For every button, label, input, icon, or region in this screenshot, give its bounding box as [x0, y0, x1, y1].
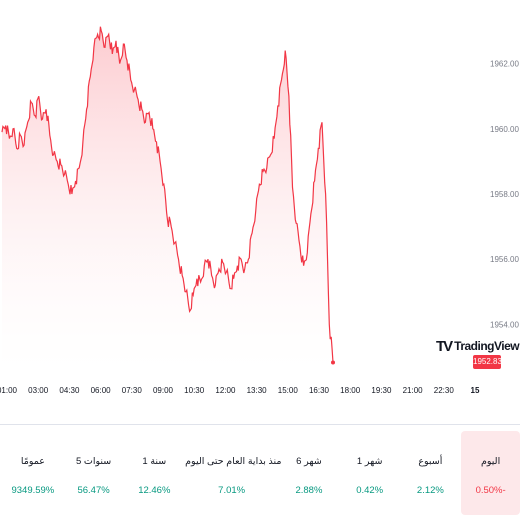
- performance-period-label: 5 سنوات: [75, 456, 112, 467]
- time-tick-label: 03:00: [28, 386, 49, 395]
- time-tick-label: 13:30: [247, 386, 268, 395]
- price-axis[interactable]: 1962.00 1960.00 1958.00 1956.00 1954.00: [490, 60, 519, 330]
- price-line: [1, 26, 334, 363]
- time-tick-label: 09:00: [153, 386, 174, 395]
- last-price-label: 1952.83: [473, 355, 502, 369]
- performance-cell[interactable]: 5 سنوات 56.47%: [64, 431, 124, 515]
- tradingview-logo[interactable]: TV TradingView: [436, 336, 520, 356]
- performance-change-value: 7.01%: [218, 485, 246, 496]
- performance-row: اليوم 0.50%- أسبوع 2.12% 1 شهر 0.42% 6 شهر 2.88…: [2, 431, 520, 515]
- logo-text: TradingView: [454, 339, 520, 353]
- time-tick-label: 15: [471, 386, 480, 395]
- performance-cell[interactable]: 6 شهر 2.88%: [279, 431, 339, 515]
- performance-cell[interactable]: 1 شهر 0.42%: [340, 431, 400, 515]
- performance-cell[interactable]: 1 سنة 12.46%: [124, 431, 184, 515]
- time-tick-label: 06:00: [91, 386, 112, 395]
- performance-change-value: 9349.59%: [11, 485, 55, 496]
- price-chart[interactable]: 1962.00 1960.00 1958.00 1956.00 1954.00 01:0…: [0, 0, 520, 400]
- tradingview-icon: TV: [436, 337, 453, 355]
- performance-period-label: عمومًا: [20, 456, 45, 467]
- chart-canvas[interactable]: 1962.00 1960.00 1958.00 1956.00 1954.00 01:0…: [0, 0, 520, 400]
- price-tick-label: 1958.00: [490, 190, 519, 199]
- time-tick-label: 10:30: [184, 386, 205, 395]
- time-tick-label: 07:30: [122, 386, 143, 395]
- performance-period-label: 1 شهر: [356, 456, 383, 467]
- performance-change-value: 12.46%: [138, 485, 171, 496]
- time-axis[interactable]: 01:00 03:00 04:30 06:00 07:30 09:00 10:30 12:00…: [0, 386, 480, 395]
- price-tick-label: 1954.00: [490, 320, 519, 329]
- performance-cell[interactable]: منذ بداية العام حتى اليوم 7.01%: [185, 431, 282, 515]
- price-series: [1, 26, 335, 370]
- price-tick-label: 1956.00: [490, 255, 519, 264]
- performance-panel: اليوم 0.50%- أسبوع 2.12% 1 شهر 0.42% 6 شهر 2.88…: [0, 424, 520, 521]
- performance-period-label: 6 شهر: [296, 456, 322, 467]
- performance-change-value: 0.42%: [356, 485, 384, 496]
- performance-cell[interactable]: أسبوع 2.12%: [401, 431, 461, 515]
- time-tick-label: 18:00: [340, 386, 361, 395]
- time-tick-label: 19:30: [371, 386, 392, 395]
- performance-period-label: أسبوع: [418, 456, 443, 467]
- time-tick-label: 16:30: [309, 386, 330, 395]
- price-area-fill: [2, 26, 333, 370]
- performance-change-value: 2.88%: [295, 485, 323, 496]
- performance-cell[interactable]: عمومًا 9349.59%: [3, 431, 63, 515]
- performance-period-label: اليوم: [481, 456, 501, 467]
- performance-change-value: 0.50%-: [475, 485, 506, 496]
- last-price-dot: [331, 360, 335, 365]
- time-tick-label: 01:00: [0, 386, 18, 395]
- performance-period-label: منذ بداية العام حتى اليوم: [185, 456, 282, 467]
- time-tick-label: 21:00: [403, 386, 424, 395]
- performance-cell[interactable]: اليوم 0.50%-: [461, 431, 520, 515]
- performance-period-label: 1 سنة: [142, 456, 167, 467]
- price-tick-label: 1960.00: [490, 125, 519, 134]
- time-tick-label: 04:30: [59, 386, 80, 395]
- time-tick-label: 22:30: [434, 386, 455, 395]
- time-tick-label: 12:00: [215, 386, 236, 395]
- time-tick-label: 15:00: [278, 386, 299, 395]
- performance-change-value: 2.12%: [416, 485, 444, 496]
- performance-change-value: 56.47%: [77, 485, 110, 496]
- price-tick-label: 1962.00: [490, 60, 519, 69]
